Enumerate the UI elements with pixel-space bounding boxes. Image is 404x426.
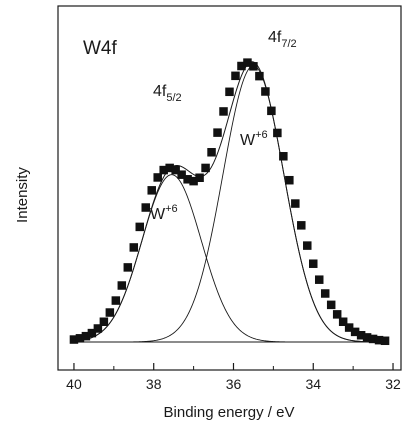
- x-tick-label: 34: [305, 376, 321, 392]
- x-axis-label: Binding energy / eV: [164, 404, 295, 421]
- annotation-4f52-main: 4f: [153, 83, 167, 100]
- data-point: [267, 106, 276, 116]
- peak-label-w6-left-main: W: [150, 206, 166, 223]
- annotation-4f52: 4f5/2: [153, 83, 182, 104]
- data-point: [213, 128, 222, 137]
- data-point: [183, 175, 192, 184]
- data-point: [165, 163, 174, 173]
- data-point: [147, 186, 156, 195]
- data-points: [69, 58, 390, 346]
- data-point: [87, 328, 97, 338]
- data-point: [314, 275, 324, 284]
- data-point: [326, 300, 336, 310]
- data-point: [380, 336, 390, 346]
- data-point: [69, 335, 79, 344]
- data-point: [362, 333, 372, 342]
- data-point: [368, 334, 378, 344]
- peak-label-w6-left: W+6: [150, 203, 178, 223]
- data-point: [171, 165, 180, 175]
- data-point: [350, 327, 360, 337]
- data-point: [332, 310, 342, 319]
- annotation-4f72-sub: 7/2: [281, 38, 296, 50]
- data-point: [105, 308, 115, 317]
- y-axis-label: Intensity: [14, 167, 31, 223]
- data-point: [81, 331, 91, 341]
- data-point: [261, 87, 270, 96]
- data-point: [99, 317, 109, 326]
- fit-envelope: [73, 61, 385, 343]
- data-point: [279, 152, 288, 161]
- data-point: [273, 128, 282, 138]
- annotation-4f72-main: 4f: [268, 29, 282, 46]
- fit-component-2: [73, 65, 385, 343]
- fit-curves: [73, 61, 386, 343]
- data-point: [297, 221, 306, 230]
- data-point: [285, 175, 294, 185]
- panel-label: W4f: [83, 38, 118, 59]
- data-point: [249, 62, 258, 71]
- x-tick-label: 40: [66, 376, 82, 392]
- data-point: [159, 165, 168, 175]
- peak-label-w6-right: W+6: [240, 129, 268, 149]
- data-point: [141, 203, 150, 212]
- data-point: [303, 241, 312, 250]
- data-point: [243, 58, 252, 67]
- data-point: [129, 243, 139, 252]
- data-point: [75, 334, 85, 343]
- data-point: [135, 222, 145, 232]
- data-point: [320, 289, 330, 298]
- data-point: [207, 148, 216, 157]
- data-point: [231, 71, 240, 81]
- peak-label-w6-right-main: W: [240, 132, 256, 149]
- data-point: [189, 176, 198, 186]
- data-point: [195, 173, 204, 182]
- data-point: [201, 163, 210, 173]
- data-point: [93, 324, 103, 333]
- data-point: [111, 296, 121, 305]
- plot-frame: [57, 5, 402, 371]
- x-tick-label: 38: [146, 376, 162, 392]
- data-point: [356, 331, 366, 340]
- data-point: [374, 335, 384, 345]
- annotation-4f72: 4f7/2: [268, 29, 297, 50]
- data-point: [344, 323, 354, 332]
- data-point: [117, 281, 127, 290]
- x-tick-label: 36: [226, 376, 242, 392]
- data-point: [291, 199, 300, 208]
- data-point: [338, 317, 348, 326]
- annotation-4f52-sub: 5/2: [166, 92, 181, 104]
- data-point: [255, 71, 264, 81]
- x-ticks: 40 38 36 34 32: [66, 363, 401, 392]
- data-point: [123, 263, 133, 272]
- peak-label-w6-left-sup: +6: [165, 203, 178, 215]
- data-point: [309, 259, 318, 268]
- data-point: [225, 87, 234, 97]
- peak-label-w6-right-sup: +6: [255, 129, 268, 141]
- data-point: [219, 107, 228, 116]
- data-point: [237, 61, 246, 71]
- x-tick-label: 32: [385, 376, 401, 392]
- data-point: [153, 173, 162, 182]
- data-point: [177, 170, 186, 179]
